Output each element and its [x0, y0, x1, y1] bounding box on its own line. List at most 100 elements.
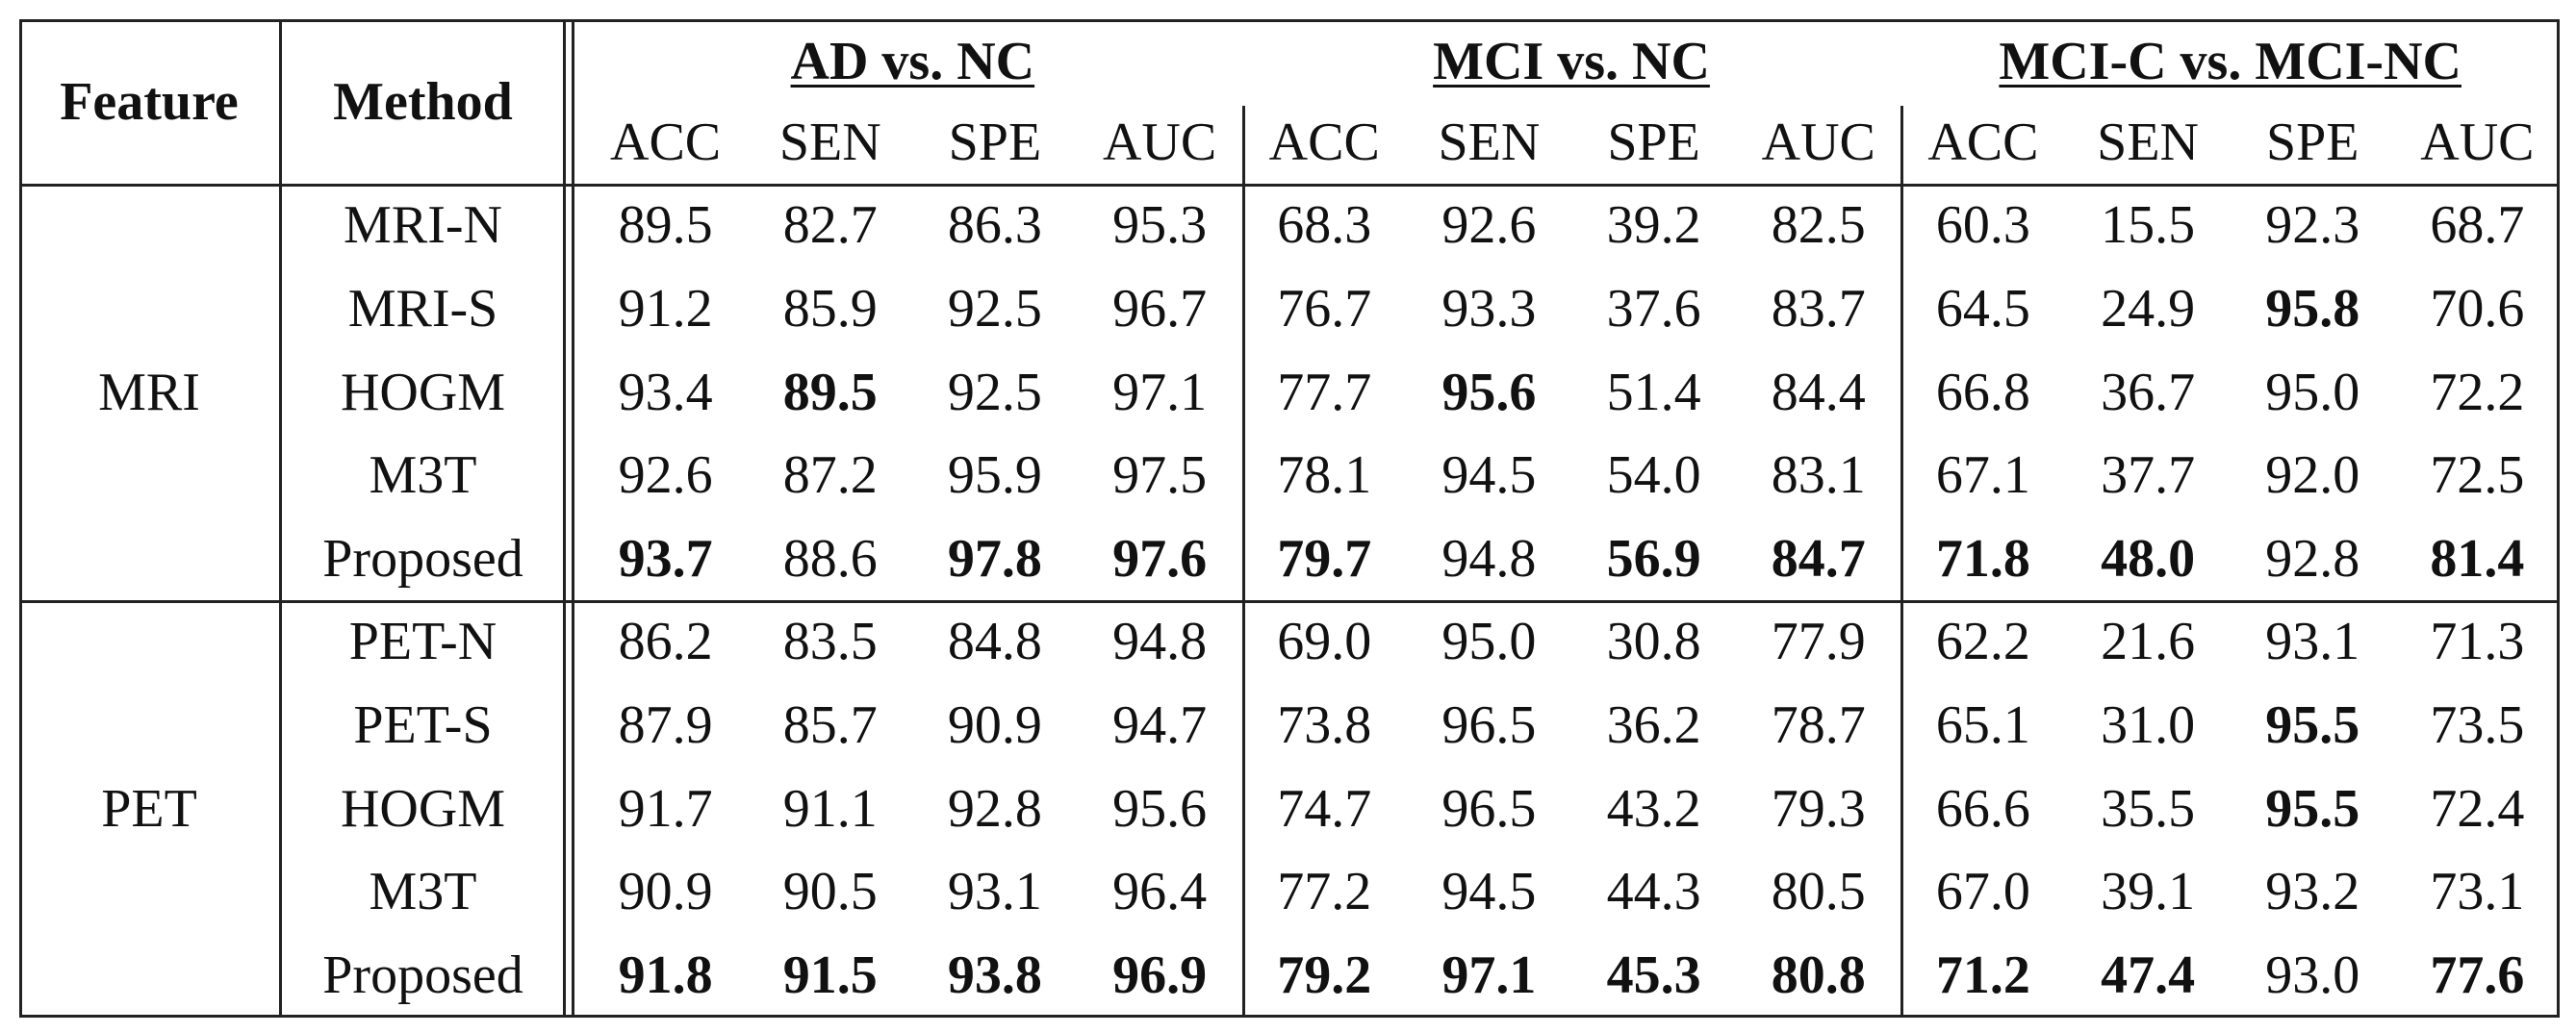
metric-header: AUC — [1761, 113, 1875, 172]
group-title: MCI-C vs. MCI-NC — [1999, 32, 2461, 91]
cell-value: 95.5 — [2265, 694, 2360, 755]
cell-value: 43.2 — [1606, 778, 1701, 839]
group-title: MCI vs. NC — [1433, 32, 1710, 91]
method-label: PET-S — [353, 694, 493, 755]
cell-value: 88.6 — [782, 528, 878, 589]
cell-value: 82.7 — [782, 195, 878, 256]
cell-value: 86.3 — [947, 195, 1042, 256]
rule — [19, 19, 2560, 22]
cell-value: 95.8 — [2265, 278, 2360, 339]
rule — [1900, 106, 1904, 1018]
cell-value: 66.8 — [1935, 362, 2030, 422]
cell-value: 93.0 — [2265, 945, 2360, 1005]
cell-value: 83.5 — [782, 612, 878, 672]
cell-value: 71.2 — [1935, 945, 2030, 1005]
method-label: M3T — [369, 862, 477, 922]
cell-value: 24.9 — [2101, 278, 2196, 339]
method-label: MRI-N — [344, 195, 502, 256]
metric-header: SPE — [1607, 113, 1700, 172]
cell-value: 93.1 — [947, 862, 1042, 922]
metric-header: ACC — [1927, 113, 2039, 172]
cell-value: 68.3 — [1277, 195, 1372, 256]
cell-value: 95.6 — [1441, 362, 1537, 422]
rule — [563, 19, 566, 1018]
cell-value: 73.8 — [1277, 694, 1372, 755]
cell-value: 77.7 — [1277, 362, 1372, 422]
cell-value: 93.2 — [2265, 862, 2360, 922]
cell-value: 92.5 — [947, 362, 1042, 422]
cell-value: 83.1 — [1771, 445, 1866, 506]
cell-value: 48.0 — [2101, 528, 2196, 589]
cell-value: 36.7 — [2101, 362, 2196, 422]
cell-value: 62.2 — [1935, 612, 2030, 672]
cell-value: 95.3 — [1112, 195, 1208, 256]
cell-value: 54.0 — [1606, 445, 1701, 506]
cell-value: 87.2 — [782, 445, 878, 506]
cell-value: 97.1 — [1112, 362, 1208, 422]
cell-value: 91.5 — [782, 945, 878, 1005]
cell-value: 89.5 — [782, 362, 878, 422]
cell-value: 96.7 — [1112, 278, 1208, 339]
cell-value: 85.9 — [782, 278, 878, 339]
metric-header: SPE — [948, 113, 1042, 172]
cell-value: 30.8 — [1606, 612, 1701, 672]
cell-value: 72.2 — [2430, 362, 2525, 422]
cell-value: 76.7 — [1277, 278, 1372, 339]
cell-value: 96.9 — [1112, 945, 1208, 1005]
cell-value: 56.9 — [1606, 528, 1701, 589]
cell-value: 97.6 — [1112, 528, 1208, 589]
rule — [1241, 106, 1245, 1018]
group-title: AD vs. NC — [790, 32, 1035, 91]
cell-value: 15.5 — [2101, 195, 2196, 256]
cell-value: 72.5 — [2430, 445, 2525, 506]
cell-value: 80.5 — [1771, 862, 1866, 922]
cell-value: 84.8 — [947, 612, 1042, 672]
cell-value: 93.8 — [947, 945, 1042, 1005]
cell-value: 90.9 — [947, 694, 1042, 755]
cell-value: 95.0 — [2265, 362, 2360, 422]
feature-label: PET — [101, 778, 197, 839]
cell-value: 84.7 — [1771, 528, 1866, 589]
method-label: MRI-S — [347, 278, 498, 339]
cell-value: 91.2 — [618, 278, 713, 339]
cell-value: 68.7 — [2430, 195, 2525, 256]
cell-value: 91.1 — [782, 778, 878, 839]
metric-header: AUC — [1102, 113, 1217, 172]
cell-value: 39.2 — [1606, 195, 1701, 256]
cell-value: 86.2 — [618, 612, 713, 672]
cell-value: 92.8 — [2265, 528, 2360, 589]
cell-value: 65.1 — [1935, 694, 2030, 755]
cell-value: 72.4 — [2430, 778, 2525, 839]
metric-header: SEN — [1438, 113, 1541, 172]
method-label: HOGM — [340, 362, 506, 422]
method-label: Proposed — [322, 528, 523, 589]
cell-value: 69.0 — [1277, 612, 1372, 672]
rule — [279, 19, 282, 1018]
cell-value: 91.7 — [618, 778, 713, 839]
cell-value: 95.5 — [2265, 778, 2360, 839]
cell-value: 73.1 — [2430, 862, 2525, 922]
cell-value: 77.9 — [1771, 612, 1866, 672]
cell-value: 35.5 — [2101, 778, 2196, 839]
cell-value: 87.9 — [618, 694, 713, 755]
cell-value: 93.7 — [618, 528, 713, 589]
cell-value: 45.3 — [1606, 945, 1701, 1005]
cell-value: 37.7 — [2101, 445, 2196, 506]
cell-value: 39.1 — [2101, 862, 2196, 922]
cell-value: 97.1 — [1441, 945, 1537, 1005]
method-label: M3T — [369, 445, 477, 506]
method-label: HOGM — [340, 778, 506, 839]
cell-value: 80.8 — [1771, 945, 1866, 1005]
metric-header: ACC — [1268, 113, 1380, 172]
cell-value: 92.5 — [947, 278, 1042, 339]
cell-value: 90.5 — [782, 862, 878, 922]
cell-value: 93.3 — [1441, 278, 1537, 339]
cell-value: 96.5 — [1441, 778, 1537, 839]
cell-value: 74.7 — [1277, 778, 1372, 839]
metric-header: ACC — [610, 113, 722, 172]
feature-label: MRI — [98, 362, 200, 422]
cell-value: 97.8 — [947, 528, 1042, 589]
cell-value: 79.7 — [1277, 528, 1372, 589]
cell-value: 82.5 — [1771, 195, 1866, 256]
